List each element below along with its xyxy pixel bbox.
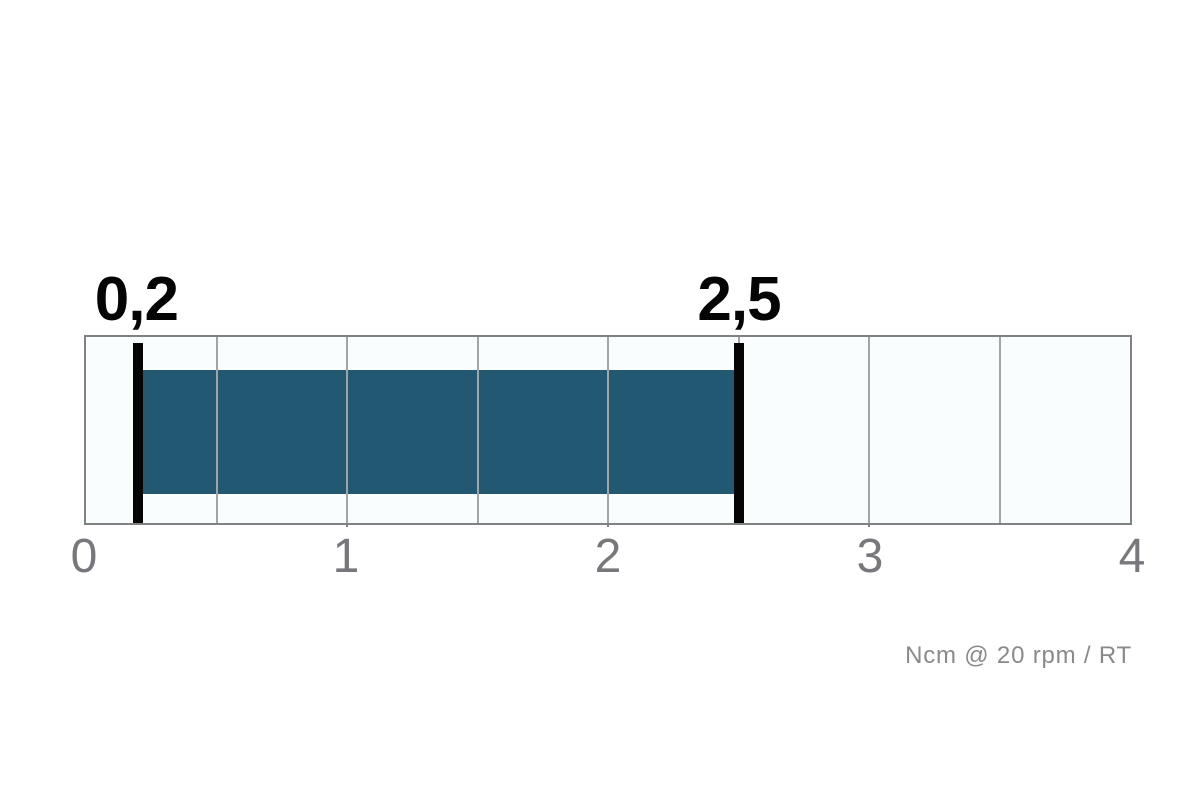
gridline <box>346 337 348 523</box>
plot-area <box>84 335 1132 527</box>
axis-tick-mark <box>346 523 348 527</box>
axis-tick-label: 1 <box>332 530 360 583</box>
gridline <box>607 337 609 523</box>
axis-tick-label: 3 <box>856 530 884 583</box>
axis-tick-label: 0 <box>70 530 98 583</box>
range-start-marker <box>133 343 144 523</box>
gridline <box>998 337 1001 523</box>
gridline <box>215 337 218 523</box>
gridline <box>868 337 870 523</box>
range-bar <box>138 370 739 494</box>
axis-tick-label: 2 <box>594 530 622 583</box>
range-end-marker <box>733 343 744 523</box>
axis-tick-label: 4 <box>1118 530 1146 583</box>
axis-tick-mark <box>868 523 870 527</box>
axis-tick-mark <box>607 523 609 527</box>
range-end-value-label: 2,5 <box>697 265 781 334</box>
range-start-value-label: 0,2 <box>94 265 179 334</box>
gridline <box>476 337 479 523</box>
axis-unit-label: Ncm @ 20 rpm / RT <box>905 642 1132 669</box>
